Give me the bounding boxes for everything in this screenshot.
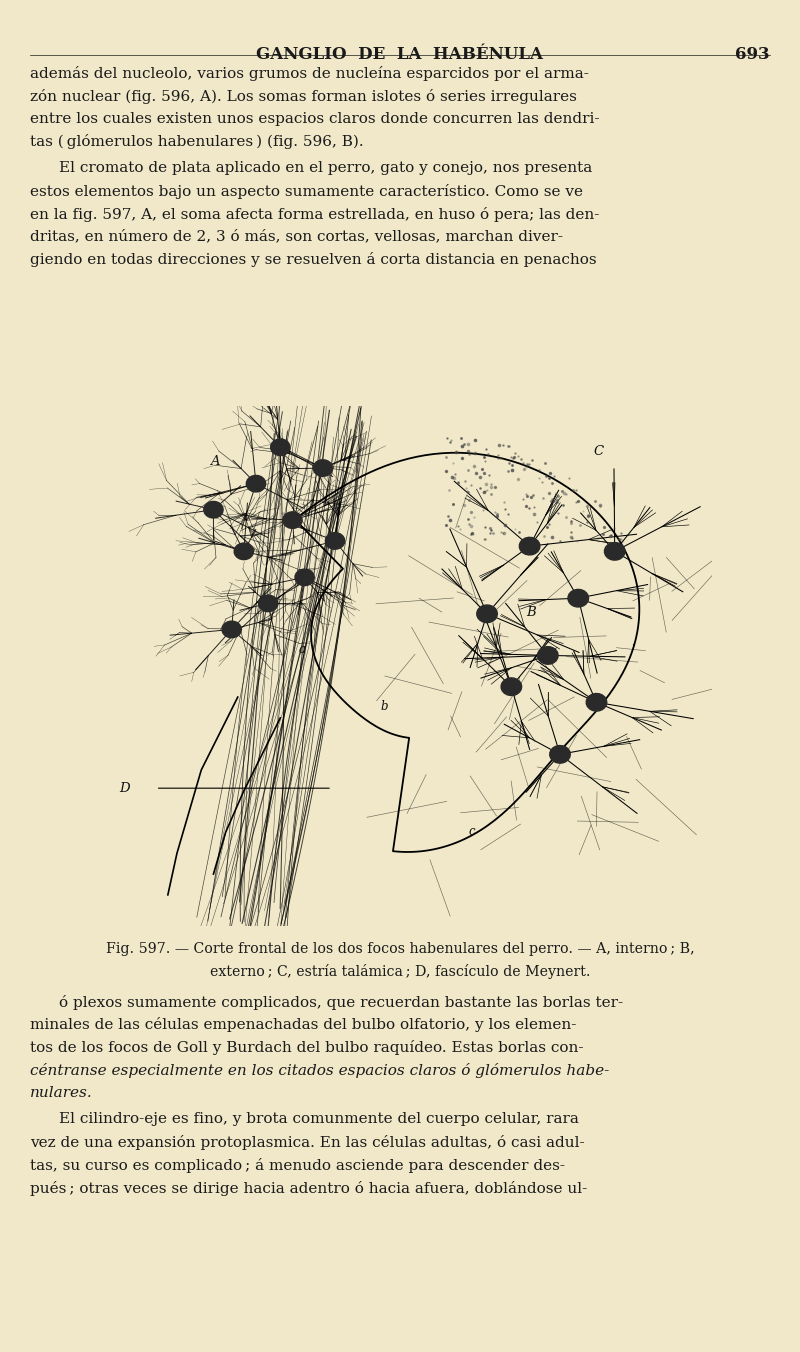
Text: minales de las células empenachadas del bulbo olfatorio, y los elemen-: minales de las células empenachadas del … xyxy=(30,1018,577,1033)
Text: además del nucleolo, varios grumos de nucleína esparcidos por el arma-: además del nucleolo, varios grumos de nu… xyxy=(30,66,590,81)
Polygon shape xyxy=(326,533,345,549)
Text: giendo en todas direcciones y se resuelven á corta distancia en penachos: giendo en todas direcciones y se resuelv… xyxy=(30,251,597,266)
Text: D: D xyxy=(119,781,130,795)
Polygon shape xyxy=(538,646,558,664)
Text: externo ; C, estría talámica ; D, fascículo de Meynert.: externo ; C, estría talámica ; D, fascíc… xyxy=(210,964,590,979)
Text: El cromato de plata aplicado en el perro, gato y conejo, nos presenta: El cromato de plata aplicado en el perro… xyxy=(59,161,593,176)
Polygon shape xyxy=(605,542,625,560)
Polygon shape xyxy=(586,694,607,711)
Text: b: b xyxy=(381,700,388,713)
Text: c: c xyxy=(469,825,475,838)
Text: zón nuclear (fig. 596, A). Los somas forman islotes ó series irregulares: zón nuclear (fig. 596, A). Los somas for… xyxy=(30,89,578,104)
Polygon shape xyxy=(222,621,242,638)
Text: céntranse especialmente en los citados espacios claros ó glómerulos habe-: céntranse especialmente en los citados e… xyxy=(30,1063,610,1078)
Text: a: a xyxy=(298,642,306,656)
Polygon shape xyxy=(246,476,266,492)
Text: A: A xyxy=(210,456,220,468)
Text: pués ; otras veces se dirige hacia adentro ó hacia afuera, doblándose ul-: pués ; otras veces se dirige hacia adent… xyxy=(30,1180,588,1195)
Text: nulares.: nulares. xyxy=(30,1086,93,1099)
Polygon shape xyxy=(270,439,290,456)
Polygon shape xyxy=(501,677,522,695)
Polygon shape xyxy=(568,589,589,607)
Text: tos de los focos de Goll y Burdach del bulbo raquídeo. Estas borlas con-: tos de los focos de Goll y Burdach del b… xyxy=(30,1040,584,1055)
Text: El cilindro-eje es fino, y brota comunmente del cuerpo celular, rara: El cilindro-eje es fino, y brota comunme… xyxy=(59,1113,579,1126)
Polygon shape xyxy=(314,460,333,476)
Polygon shape xyxy=(477,604,498,623)
Polygon shape xyxy=(204,502,223,518)
Text: C: C xyxy=(594,445,603,458)
Text: tas ( glómerulos habenulares ) (fig. 596, B).: tas ( glómerulos habenulares ) (fig. 596… xyxy=(30,134,364,149)
Text: ó plexos sumamente complicados, que recuerdan bastante las borlas ter-: ó plexos sumamente complicados, que recu… xyxy=(59,995,623,1010)
Text: en la fig. 597, A, el soma afecta forma estrellada, en huso ó pera; las den-: en la fig. 597, A, el soma afecta forma … xyxy=(30,207,600,222)
Polygon shape xyxy=(550,745,570,763)
Text: entre los cuales existen unos espacios claros donde concurren las dendri-: entre los cuales existen unos espacios c… xyxy=(30,112,600,126)
Polygon shape xyxy=(519,537,540,554)
Text: tas, su curso es complicado ; á menudo asciende para descender des-: tas, su curso es complicado ; á menudo a… xyxy=(30,1157,566,1172)
Text: GANGLIO  DE  LA  HABÉNULA: GANGLIO DE LA HABÉNULA xyxy=(257,46,543,64)
Polygon shape xyxy=(295,569,314,585)
Polygon shape xyxy=(258,595,278,611)
Text: estos elementos bajo un aspecto sumamente característico. Como se ve: estos elementos bajo un aspecto sumament… xyxy=(30,184,583,199)
Polygon shape xyxy=(283,512,302,529)
Polygon shape xyxy=(234,544,254,560)
Text: vez de una expansión protoplasmica. En las células adultas, ó casi adul-: vez de una expansión protoplasmica. En l… xyxy=(30,1136,585,1151)
Text: Fig. 597. — Corte frontal de los dos focos habenulares del perro. — A, interno ;: Fig. 597. — Corte frontal de los dos foc… xyxy=(106,942,694,956)
Text: 693: 693 xyxy=(735,46,770,64)
Text: dritas, en número de 2, 3 ó más, son cortas, vellosas, marchan diver-: dritas, en número de 2, 3 ó más, son cor… xyxy=(30,230,563,243)
Text: B: B xyxy=(526,607,536,619)
